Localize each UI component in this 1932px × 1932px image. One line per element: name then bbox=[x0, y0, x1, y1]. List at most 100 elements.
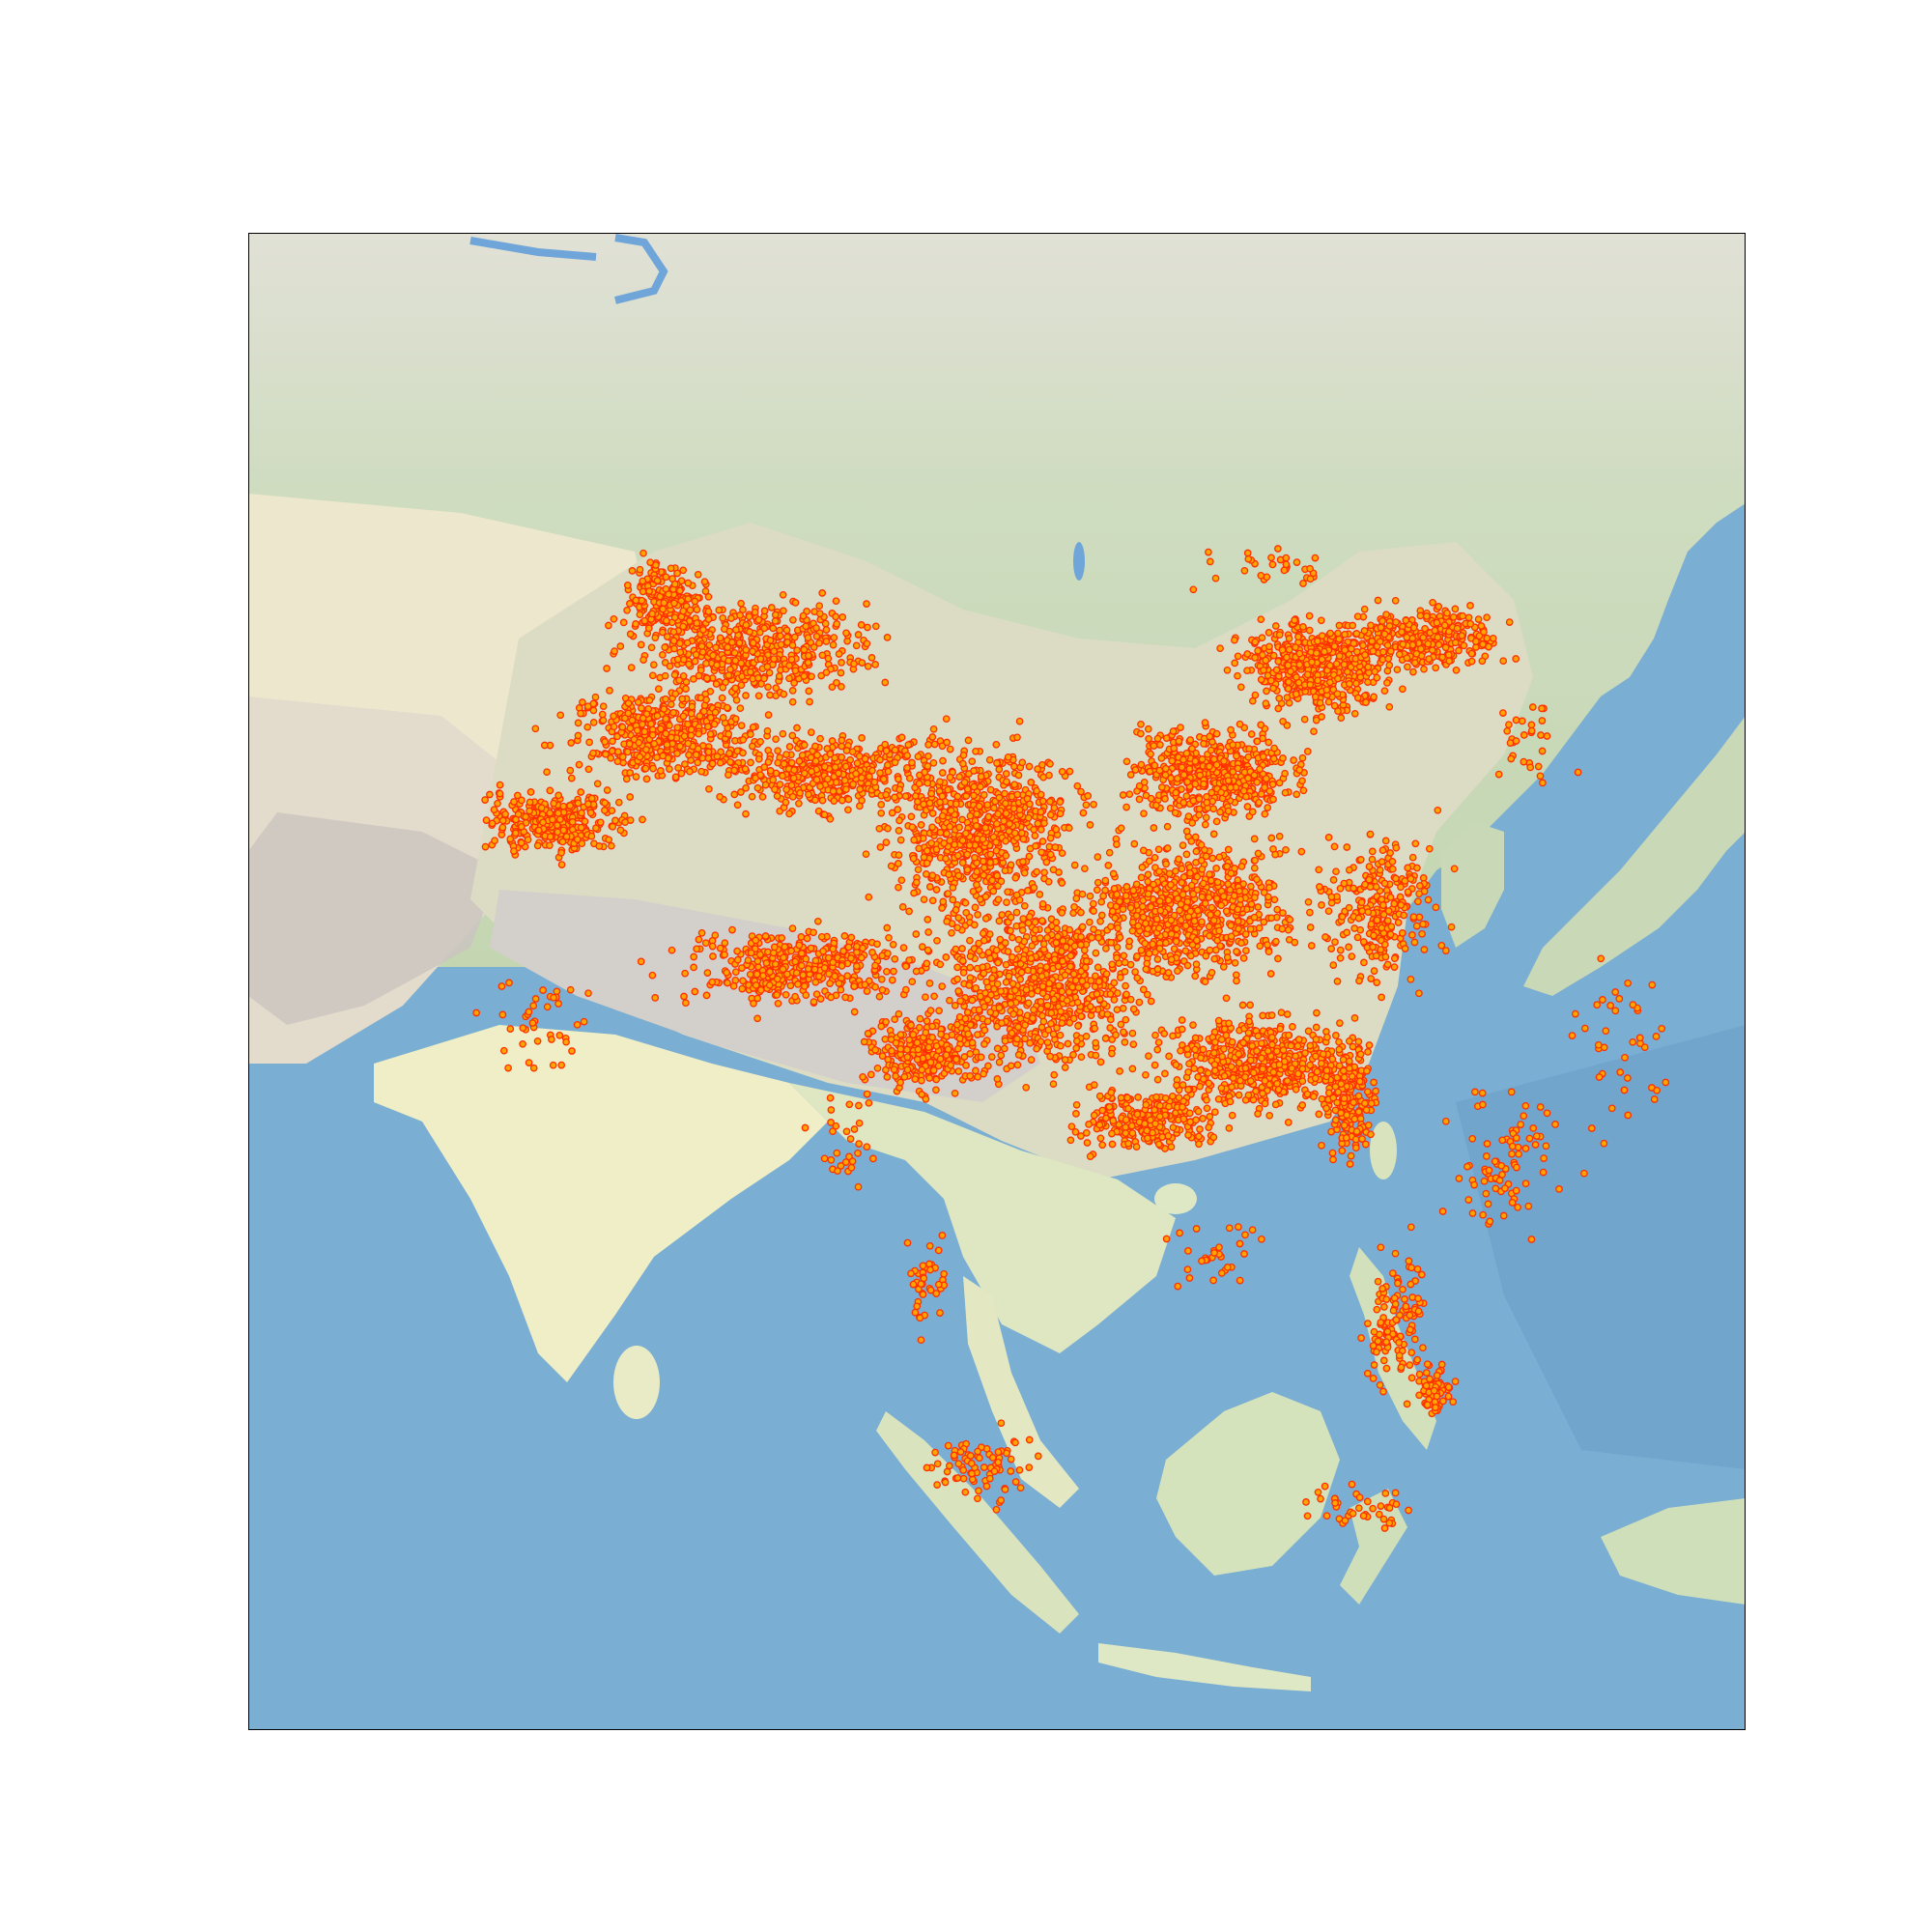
occurrence-point bbox=[1094, 933, 1103, 942]
occurrence-point bbox=[1334, 674, 1342, 683]
occurrence-point bbox=[1178, 865, 1186, 873]
occurrence-point bbox=[728, 639, 736, 646]
occurrence-point bbox=[940, 839, 949, 847]
occurrence-point bbox=[1094, 853, 1102, 861]
occurrence-point bbox=[905, 774, 914, 782]
occurrence-point bbox=[1306, 680, 1315, 689]
occurrence-point bbox=[1055, 981, 1063, 990]
occurrence-point bbox=[969, 887, 978, 895]
occurrence-point bbox=[632, 773, 640, 781]
occurrence-point bbox=[1295, 661, 1304, 668]
occurrence-point bbox=[642, 775, 651, 783]
occurrence-point bbox=[826, 750, 835, 758]
land-indochina bbox=[789, 1083, 1176, 1353]
occurrence-point bbox=[676, 648, 685, 657]
occurrence-point bbox=[1101, 1035, 1110, 1042]
occurrence-point bbox=[877, 801, 886, 809]
occurrence-point bbox=[754, 754, 763, 763]
occurrence-point bbox=[1224, 845, 1233, 854]
occurrence-point bbox=[1157, 754, 1166, 762]
occurrence-point bbox=[1179, 771, 1188, 780]
occurrence-point bbox=[748, 742, 756, 751]
occurrence-point bbox=[1119, 791, 1127, 799]
occurrence-point bbox=[959, 969, 968, 977]
land-taiwan bbox=[1370, 1122, 1397, 1179]
occurrence-point bbox=[1202, 813, 1210, 822]
occurrence-point bbox=[1373, 673, 1381, 682]
occurrence-point bbox=[1095, 995, 1104, 1004]
occurrence-point bbox=[661, 671, 669, 680]
occurrence-point bbox=[925, 883, 934, 891]
occurrence-point bbox=[958, 815, 966, 824]
occurrence-point bbox=[998, 911, 1007, 919]
occurrence-point bbox=[1298, 777, 1306, 785]
occurrence-point bbox=[554, 828, 562, 837]
occurrence-point bbox=[1275, 695, 1284, 702]
occurrence-point bbox=[614, 798, 623, 807]
occurrence-point bbox=[948, 928, 955, 937]
occurrence-point bbox=[926, 1007, 935, 1014]
occurrence-point bbox=[1353, 612, 1362, 621]
occurrence-point bbox=[1131, 968, 1139, 976]
occurrence-point bbox=[649, 764, 657, 773]
occurrence-point bbox=[1105, 848, 1114, 857]
occurrence-point bbox=[1010, 781, 1019, 789]
occurrence-point bbox=[1190, 917, 1199, 925]
occurrence-point bbox=[1294, 678, 1303, 687]
occurrence-point bbox=[928, 871, 937, 880]
occurrence-point bbox=[987, 1053, 996, 1061]
occurrence-point bbox=[1349, 621, 1357, 630]
occurrence-point bbox=[662, 695, 669, 703]
occurrence-point bbox=[1317, 616, 1325, 625]
occurrence-point bbox=[916, 771, 923, 780]
occurrence-point bbox=[688, 702, 696, 711]
occurrence-point bbox=[591, 693, 600, 701]
occurrence-point bbox=[482, 816, 491, 824]
occurrence-point bbox=[1002, 978, 1010, 986]
occurrence-point bbox=[972, 747, 980, 755]
occurrence-point bbox=[715, 606, 724, 614]
occurrence-point bbox=[1179, 841, 1187, 849]
occurrence-point bbox=[626, 793, 635, 801]
occurrence-point bbox=[927, 789, 936, 798]
occurrence-point bbox=[605, 621, 612, 630]
occurrence-point bbox=[611, 647, 618, 655]
occurrence-point bbox=[1285, 645, 1293, 654]
occurrence-point bbox=[1050, 1070, 1059, 1079]
occurrence-point bbox=[1261, 810, 1269, 818]
occurrence-point bbox=[1201, 978, 1209, 986]
occurrence-point bbox=[1183, 961, 1192, 970]
occurrence-point bbox=[1279, 909, 1287, 917]
land-korea bbox=[1441, 822, 1504, 948]
occurrence-point bbox=[964, 736, 973, 745]
occurrence-point bbox=[719, 683, 727, 692]
occurrence-point bbox=[1262, 775, 1270, 782]
occurrence-point bbox=[788, 687, 797, 695]
occurrence-point bbox=[1107, 923, 1115, 931]
occurrence-point bbox=[943, 738, 952, 747]
occurrence-point bbox=[1070, 942, 1079, 951]
occurrence-point bbox=[946, 773, 954, 781]
occurrence-point bbox=[1112, 1031, 1120, 1039]
occurrence-point bbox=[1184, 913, 1193, 921]
occurrence-point bbox=[1247, 882, 1255, 891]
occurrence-point bbox=[1274, 954, 1282, 963]
occurrence-point bbox=[979, 963, 987, 972]
occurrence-point bbox=[733, 801, 742, 810]
occurrence-point bbox=[966, 952, 975, 960]
occurrence-point bbox=[1239, 954, 1248, 962]
occurrence-point bbox=[1175, 855, 1182, 864]
occurrence-point bbox=[578, 839, 586, 848]
occurrence-point bbox=[1193, 936, 1201, 945]
occurrence-point bbox=[879, 775, 888, 783]
occurrence-point bbox=[1079, 809, 1088, 817]
occurrence-point bbox=[932, 886, 941, 894]
occurrence-point bbox=[618, 753, 627, 761]
occurrence-point bbox=[699, 626, 707, 634]
occurrence-point bbox=[764, 711, 773, 719]
occurrence-point bbox=[1352, 630, 1361, 638]
occurrence-point bbox=[1113, 1006, 1122, 1014]
occurrence-point bbox=[1179, 755, 1187, 764]
occurrence-point bbox=[1077, 787, 1085, 796]
occurrence-point bbox=[574, 799, 582, 808]
